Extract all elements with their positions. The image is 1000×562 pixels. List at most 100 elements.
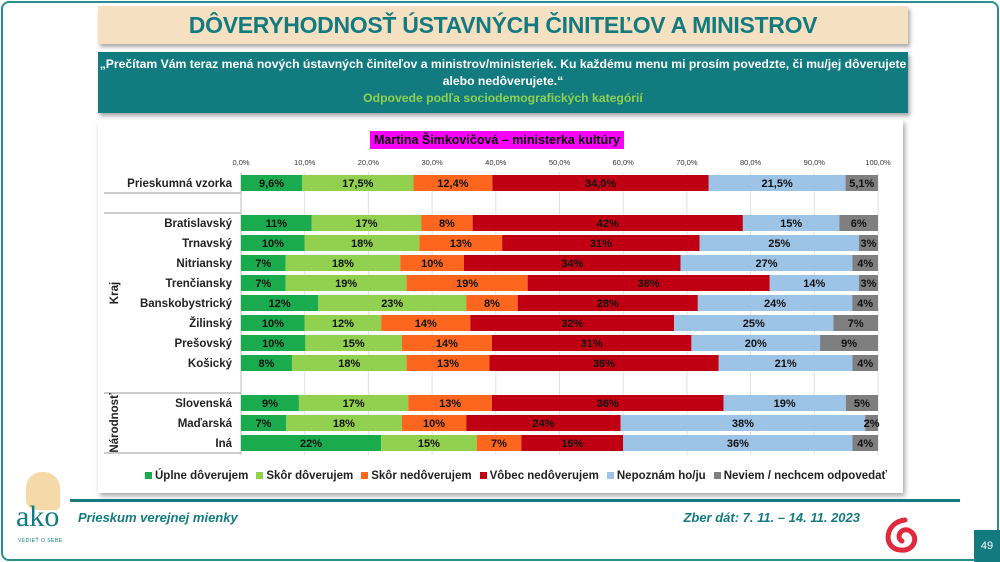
legend-label: Skôr nedôverujem <box>371 470 472 482</box>
data-label: 13% <box>437 358 459 370</box>
data-label: 13% <box>450 238 472 250</box>
data-label: 19% <box>335 278 357 290</box>
bar-segment <box>311 215 422 231</box>
bar-segment <box>492 175 709 191</box>
category-label: Trenčiansky <box>166 278 233 290</box>
data-label: 10% <box>262 238 284 250</box>
data-label: 9% <box>262 398 278 410</box>
question-subtitle: Odpovede podľa sociodemografických kateg… <box>363 91 643 105</box>
data-label: 24% <box>764 298 786 310</box>
bar-segment <box>521 435 624 451</box>
data-label: 2% <box>864 418 880 430</box>
bar-segment <box>241 395 299 411</box>
data-label: 10% <box>262 318 284 330</box>
ako-logo: ako VEDIEŤ O SEBE <box>12 472 72 552</box>
group-label: Kraj <box>109 282 121 304</box>
bar-segment <box>852 255 878 271</box>
footer-survey-label: Prieskum verejnej mienky <box>78 510 238 525</box>
data-label: 38% <box>638 278 660 290</box>
data-label: 7% <box>848 318 864 330</box>
legend-swatch <box>256 472 264 479</box>
bar-segment <box>241 255 286 271</box>
legend-swatch <box>713 472 721 479</box>
category-label: Prešovský <box>174 338 232 350</box>
x-tick-label: 50,0% <box>549 158 571 167</box>
bar-segment <box>419 235 503 251</box>
bar-segment <box>466 295 518 311</box>
data-label: 34% <box>561 258 583 270</box>
data-label: 12% <box>332 318 354 330</box>
title-banner: DÔVERYHODNOSŤ ÚSTAVNÝCH ČINITEĽOV A MINI… <box>98 6 908 44</box>
page-title: DÔVERYHODNOSŤ ÚSTAVNÝCH ČINITEĽOV A MINI… <box>188 11 818 38</box>
bar-segment <box>241 235 305 251</box>
legend-swatch <box>479 472 487 479</box>
category-label: Košický <box>188 358 233 370</box>
bar-segment <box>691 335 821 351</box>
data-label: 42% <box>597 218 619 230</box>
bar-segment <box>769 275 859 291</box>
data-label: 38% <box>732 418 754 430</box>
legend-item: Neviem / nechcem odpovedať <box>713 470 887 482</box>
data-label: 36% <box>727 438 749 450</box>
bar-segment <box>858 275 878 291</box>
data-label: 3% <box>860 238 876 250</box>
data-label: 17% <box>343 398 365 410</box>
legend-item: Skôr dôverujem <box>256 470 353 482</box>
data-label: 4% <box>857 298 873 310</box>
bar-segment <box>241 275 286 291</box>
data-label: 19% <box>774 398 796 410</box>
bar-segment <box>408 395 492 411</box>
x-tick-label: 80,0% <box>740 158 762 167</box>
legend-item: Nepoznám ho/ju <box>606 470 706 482</box>
bar-segment <box>852 435 878 451</box>
data-label: 22% <box>300 438 322 450</box>
bar-segment <box>318 295 467 311</box>
bar-segment <box>241 415 287 431</box>
bar-segment <box>502 235 700 251</box>
x-tick-label: 100,0% <box>865 158 891 167</box>
data-label: 36% <box>593 358 615 370</box>
data-label: 28% <box>597 298 619 310</box>
bar-segment <box>852 355 878 371</box>
data-label: 18% <box>338 358 360 370</box>
data-label: 20% <box>745 338 767 350</box>
bar-segment <box>491 395 724 411</box>
legend-swatch <box>145 472 152 479</box>
category-label: Nitriansky <box>176 258 232 270</box>
bar-segment <box>304 235 420 251</box>
footer-collection-date: Zber dát: 7. 11. – 14. 11. 2023 <box>683 510 860 525</box>
bar-segment <box>241 335 306 351</box>
data-label: 4% <box>857 438 873 450</box>
data-label: 18% <box>332 258 354 270</box>
data-label: 10% <box>421 258 443 270</box>
x-tick-label: 40,0% <box>485 158 507 167</box>
bar-segment <box>302 175 414 191</box>
bar-segment <box>470 315 675 331</box>
data-label: 27% <box>756 258 778 270</box>
data-label: 8% <box>484 298 500 310</box>
category-label: Bratislavský <box>164 218 232 230</box>
bar-segment <box>845 395 878 411</box>
bar-segment <box>680 255 853 271</box>
data-label: 10% <box>423 418 445 430</box>
legend-label: Úplne dôverujem <box>155 470 249 482</box>
bar-segment <box>839 215 878 231</box>
data-label: 32% <box>561 318 583 330</box>
legend-item: Skôr nedôverujem <box>361 470 472 482</box>
legend-label: Nepoznám ho/ju <box>616 470 706 482</box>
bar-segment <box>406 355 490 371</box>
data-label: 25% <box>768 238 790 250</box>
x-tick-label: 70,0% <box>676 158 698 167</box>
bar-segment <box>305 335 402 351</box>
chart-title: Martina Šimkovičová – ministerka kultúry <box>370 131 624 149</box>
data-label: 9% <box>841 338 857 350</box>
data-label: 12% <box>269 298 291 310</box>
group-label: Národnosť <box>109 393 121 453</box>
question-box: „Prečítam Vám teraz mená nových ústavnýc… <box>98 52 908 113</box>
bar-segment <box>708 175 846 191</box>
page-number: 49 <box>974 530 1000 562</box>
bar-segment <box>401 415 467 431</box>
data-label: 5% <box>854 398 870 410</box>
bar-segment <box>697 295 853 311</box>
